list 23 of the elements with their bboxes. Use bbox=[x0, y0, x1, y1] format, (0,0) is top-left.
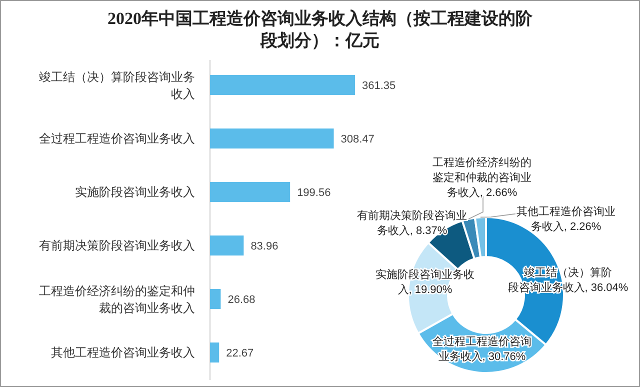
slice-label: 全过程工程造价咨询业务收入, 30.76% bbox=[432, 335, 532, 363]
data-label: 22.67 bbox=[226, 348, 254, 360]
bar bbox=[210, 236, 244, 256]
data-label: 83.96 bbox=[250, 240, 278, 252]
chart-title: 2020年中国工程造价咨询业务收入结构（按工程建设的阶段划分）：亿元 bbox=[108, 9, 534, 50]
bar bbox=[210, 342, 220, 362]
slice-label: 工程造价经济纠纷的鉴定和仲裁的咨询业务收入, 2.66% bbox=[432, 156, 532, 199]
slice-label: 实施阶段咨询业务收入, 19.90% bbox=[376, 268, 474, 296]
bar bbox=[210, 128, 334, 148]
data-label: 199.56 bbox=[297, 187, 331, 199]
data-label: 308.47 bbox=[340, 134, 374, 146]
data-label: 26.68 bbox=[228, 294, 256, 306]
data-label: 361.35 bbox=[362, 80, 396, 92]
y-tick-label: 其他工程造价咨询业务收入 bbox=[51, 346, 195, 360]
y-tick-label: 工程造价经济纠纷的鉴定和仲裁的咨询业务收入 bbox=[39, 284, 195, 315]
slice-label: 其他工程造价咨询业务收入, 2.26% bbox=[516, 205, 616, 233]
bar bbox=[210, 75, 355, 95]
y-tick-label: 全过程工程造价咨询业务收入 bbox=[39, 132, 195, 146]
bar bbox=[210, 182, 290, 202]
y-tick-label: 竣工结（决）算阶段咨询业务收入 bbox=[39, 70, 195, 101]
bar bbox=[210, 289, 221, 309]
y-tick-label: 有前期决策阶段咨询业务收入 bbox=[39, 238, 195, 252]
y-tick-label: 实施阶段咨询业务收入 bbox=[75, 185, 195, 199]
